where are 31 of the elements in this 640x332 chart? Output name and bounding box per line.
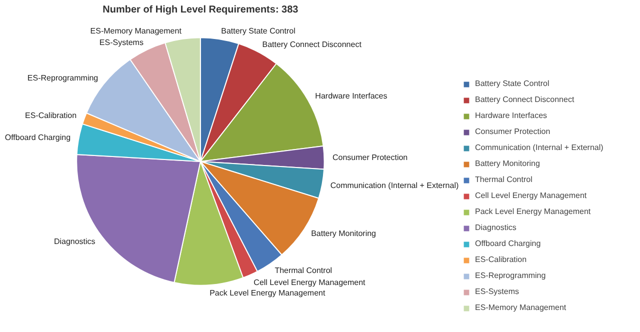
slice-label: Thermal Control (274, 266, 332, 276)
legend-label: Hardware Interfaces (475, 111, 548, 120)
legend-label: ES-Reprogramming (475, 271, 546, 280)
slice-label: ES-Reprogramming (27, 73, 98, 82)
slice-label: Battery Monitoring (311, 229, 376, 238)
legend-label: ES-Calibration (475, 255, 527, 264)
legend-label: Pack Level Energy Management (475, 207, 591, 216)
legend-label: Cell Level Energy Management (475, 191, 587, 200)
slice-label: Battery State Control (221, 26, 296, 36)
legend-label: Communication (Internal + External) (475, 143, 604, 152)
slice-label: Battery Connect Disconnect (262, 40, 362, 50)
legend-label: Battery Connect Disconnect (475, 95, 574, 104)
legend-label: Consumer Protection (475, 127, 550, 136)
slice-label: Pack Level Energy Management (210, 288, 326, 298)
legend-label: Diagnostics (475, 223, 516, 232)
legend-label: Battery Monitoring (475, 159, 540, 168)
legend-label: Thermal Control (475, 175, 532, 184)
slice-label: Communication (Internal + External) (330, 180, 459, 190)
legend-label: ES-Memory Management (475, 303, 566, 312)
slice-label: ES-Calibration (25, 111, 77, 120)
slice-label: Offboard Charging (4, 133, 71, 142)
chart-title: Number of High Level Requirements: 383 (102, 4, 299, 16)
slice-label: ES-Memory Management (90, 26, 182, 36)
slice-label: ES-Systems (99, 38, 144, 47)
legend-label: Offboard Charging (475, 239, 541, 248)
legend-label: Battery State Control (475, 79, 550, 88)
slice-label: Diagnostics (54, 236, 96, 246)
slice-label: Consumer Protection (332, 152, 408, 162)
legend-label: ES-Systems (475, 287, 520, 296)
slice-label: Cell Level Energy Management (254, 278, 366, 287)
slice-label: Hardware Interfaces (315, 92, 388, 101)
